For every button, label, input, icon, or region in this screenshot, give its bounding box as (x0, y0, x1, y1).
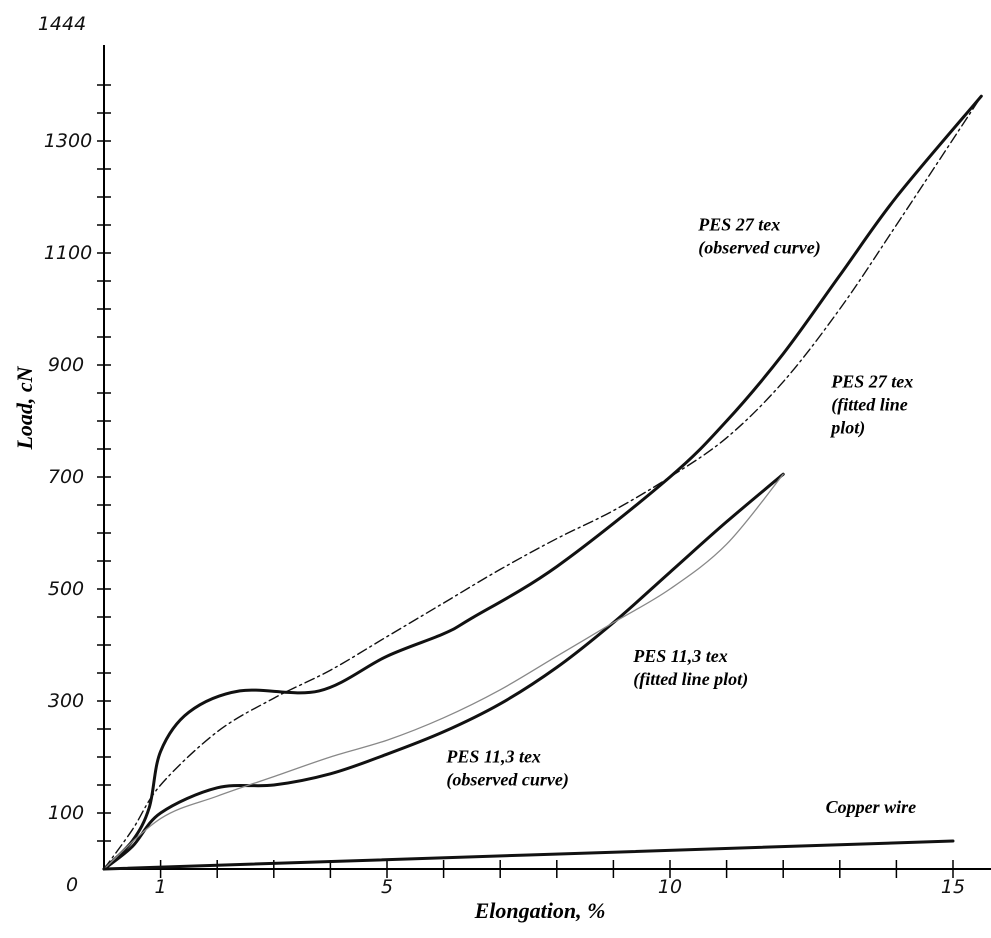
series-line-4 (103, 473, 784, 870)
series-annotation-5: Copper wire (826, 797, 917, 817)
y-tick-label: 300 (48, 690, 84, 712)
y-tick-label: 1100 (44, 242, 92, 264)
y-axis-title: Load, cN (12, 365, 37, 450)
series-annotation-1: PES 27 tex (observed curve) (697, 215, 820, 259)
annotation-line: PES 27 tex (830, 371, 913, 391)
y-tick-label: 700 (48, 466, 84, 488)
series-line-3 (102, 472, 785, 871)
x-tick-label: 10 (658, 876, 682, 898)
annotation-line: PES 27 tex (697, 215, 780, 235)
axes (97, 45, 991, 878)
x-tick-label: 1 (155, 876, 167, 898)
annotation-line: PES 11,3 tex (632, 646, 728, 666)
series-annotation-3: PES 11,3 tex (fitted line plot) (632, 646, 748, 690)
x-tick-label: 5 (381, 876, 393, 898)
series-annotation-4: PES 11,3 tex (observed curve) (445, 747, 568, 791)
x-tick-label: 15 (941, 876, 965, 898)
y-tick-label: 900 (48, 354, 84, 376)
y-tick-label: 500 (48, 578, 84, 600)
annotation-line: (fitted line (831, 394, 907, 415)
annotation-line: (observed curve) (698, 238, 820, 259)
y-tick-label: 100 (48, 802, 84, 824)
annotation-line: (observed curve) (446, 770, 568, 791)
y-tick-label: 0 (66, 874, 78, 896)
y-tick-label: 1300 (44, 130, 92, 152)
series-line-2 (103, 95, 982, 870)
x-axis-title: Elongation, % (474, 898, 606, 923)
series-line-5 (102, 839, 955, 871)
series-layer (102, 94, 983, 871)
annotation-line: plot) (829, 417, 865, 438)
annotation-line: PES 11,3 tex (445, 747, 541, 767)
series-annotation-2: PES 27 tex (fitted line plot) (829, 371, 913, 438)
annotation-line: Copper wire (826, 797, 917, 817)
y-tick-label: 1444 (38, 13, 86, 35)
annotation-line: (fitted line plot) (633, 669, 748, 690)
series-line-1 (102, 94, 983, 871)
